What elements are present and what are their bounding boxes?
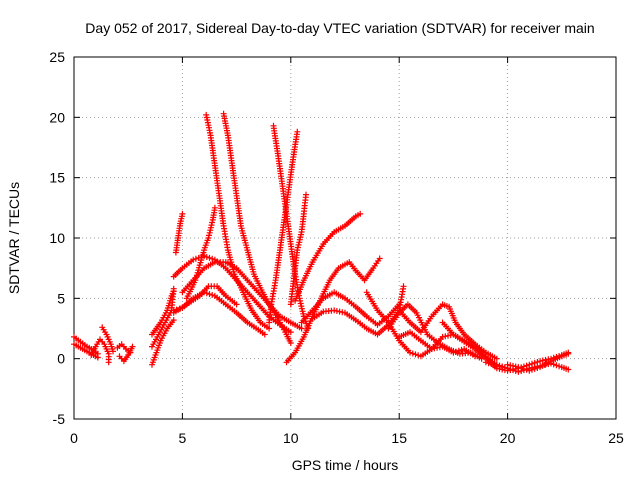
series-sat-t	[287, 191, 309, 308]
series-sat-n	[170, 283, 240, 316]
series-sat-o	[183, 204, 218, 302]
series-sat-d	[99, 324, 116, 355]
x-tick-label: 5	[179, 430, 187, 446]
y-tick-label: 10	[49, 230, 65, 246]
y-axis: -5 0 5 10 15 20 25	[49, 49, 65, 427]
data-point-markers	[287, 191, 309, 308]
data-point-markers	[88, 336, 112, 366]
series-sat-v	[292, 210, 364, 304]
data-point-markers	[396, 301, 500, 362]
data-point-markers	[183, 204, 218, 302]
series-sat-c	[88, 336, 112, 366]
data-point-markers	[172, 210, 186, 256]
series-sat-ae	[504, 350, 572, 374]
x-axis-title: GPS time / hours	[292, 457, 399, 473]
data-point-markers	[266, 128, 301, 326]
series-sat-u	[283, 255, 383, 366]
x-tick-label: 20	[500, 430, 516, 446]
series-sat-f	[116, 343, 136, 365]
data-point-markers	[220, 110, 294, 346]
series-sat-p	[203, 111, 273, 332]
series-sat-g	[149, 317, 177, 368]
plot-area	[71, 110, 572, 375]
y-tick-label: 20	[49, 109, 65, 125]
data-point-markers	[504, 350, 572, 374]
x-tick-label: 15	[391, 430, 407, 446]
chart-title: Day 052 of 2017, Sidereal Day-to-day VTE…	[85, 20, 594, 36]
series-sat-r	[270, 122, 312, 332]
y-tick-label: 15	[49, 170, 65, 186]
x-axis: 0 5 10 15 20 25	[70, 430, 624, 446]
y-tick-label: 5	[57, 290, 65, 306]
data-point-markers	[149, 317, 177, 368]
series-sat-i	[149, 288, 177, 338]
axis-ticks	[73, 56, 617, 420]
data-point-markers	[149, 288, 177, 338]
x-tick-label: 25	[608, 430, 624, 446]
series-sat-s	[266, 128, 301, 326]
x-tick-label: 0	[70, 430, 78, 446]
data-point-markers	[116, 343, 136, 365]
data-point-markers	[203, 111, 273, 332]
data-point-markers	[298, 289, 403, 328]
grid	[74, 57, 616, 419]
x-tick-label: 10	[283, 430, 299, 446]
data-point-markers	[270, 122, 312, 332]
data-point-markers	[283, 255, 383, 366]
data-point-markers	[170, 283, 240, 316]
y-axis-title: SDTVAR / TECUs	[6, 182, 22, 294]
series-line	[222, 113, 292, 344]
data-point-markers	[99, 324, 116, 355]
series-sat-q	[220, 110, 294, 346]
y-tick-label: -5	[53, 411, 66, 427]
series-sat-w	[298, 289, 403, 328]
y-tick-label: 25	[49, 49, 65, 65]
series-sat-j	[172, 210, 186, 256]
data-point-markers	[292, 210, 364, 304]
y-tick-label: 0	[57, 351, 65, 367]
